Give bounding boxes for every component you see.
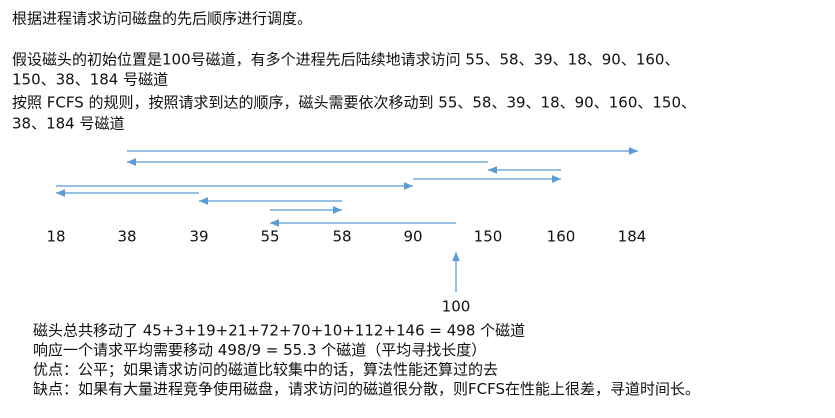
track-label: 58: [332, 228, 351, 246]
paragraph-line: 38、184 号磁道: [12, 115, 125, 133]
track-label: 184: [618, 228, 647, 246]
summary-line: 缺点：如果有大量进程竞争使用磁盘，请求访问的磁道很分散，则FCFS在性能上很差，…: [33, 380, 700, 398]
track-label: 150: [474, 228, 503, 246]
paragraph-line: 假设磁头的初始位置是100号磁道，有多个进程先后陆续地请求访问 55、58、39…: [12, 51, 679, 69]
track-label: 160: [547, 228, 576, 246]
title: 根据进程请求访问磁盘的先后顺序进行调度。: [12, 10, 312, 28]
track-label: 38: [117, 228, 136, 246]
summary-line: 磁头总共移动了 45+3+19+21+72+70+10+112+146 = 49…: [33, 322, 525, 340]
track-label: 18: [46, 228, 65, 246]
track-label: 90: [403, 228, 422, 246]
summary-line: 优点：公平；如果请求访问的磁道比较集中的话，算法性能还算过的去: [33, 361, 498, 379]
track-label: 39: [189, 228, 208, 246]
paragraph-line: 按照 FCFS 的规则，按照请求到达的顺序，磁头需要依次移动到 55、58、39…: [12, 94, 696, 112]
summary-line: 响应一个请求平均需要移动 498/9 = 55.3 个磁道（平均寻找长度）: [33, 341, 486, 359]
track-label: 55: [260, 228, 279, 246]
start-track: 100: [442, 298, 471, 316]
arrows: [55, 147, 638, 292]
paragraph-line: 150、38、184 号磁道: [12, 71, 168, 89]
